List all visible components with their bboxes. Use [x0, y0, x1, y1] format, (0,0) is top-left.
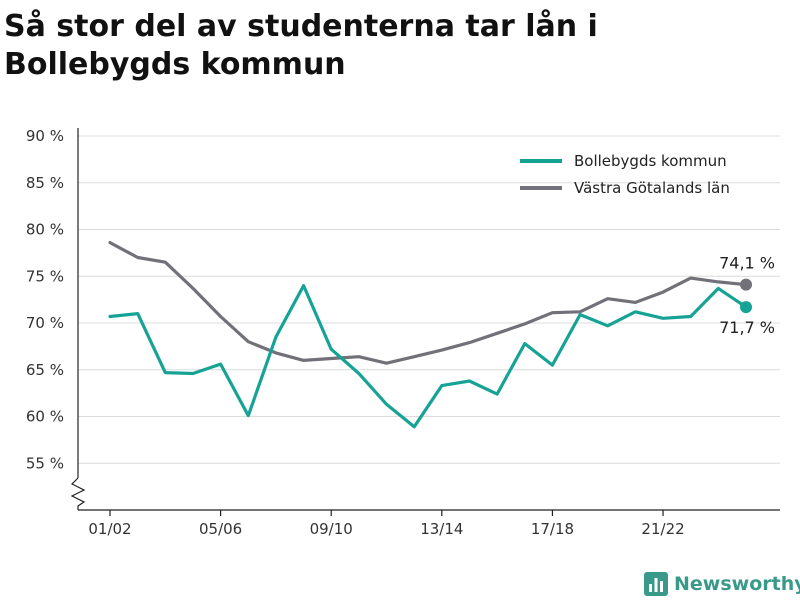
x-tick-label: 05/06	[199, 520, 242, 538]
legend: Bollebygds kommun Västra Götalands län	[520, 152, 730, 197]
brand-name: Newsworthy	[674, 573, 800, 595]
grid-lines	[78, 135, 780, 464]
y-tick-label: 80 %	[26, 221, 64, 239]
y-tick-label: 55 %	[26, 454, 64, 472]
chart-title: Så stor del av studenterna tar lån i Bol…	[4, 9, 598, 82]
x-tick-label: 17/18	[531, 520, 574, 538]
y-tick-label: 75 %	[26, 267, 64, 285]
legend-label-2: Västra Götalands län	[574, 179, 730, 197]
x-tick-label: 13/14	[420, 520, 463, 538]
brand-logo: Newsworthy	[644, 568, 800, 600]
y-tick-label: 90 %	[26, 127, 64, 145]
y-tick-label: 65 %	[26, 361, 64, 379]
series-endpoint-1	[740, 301, 752, 314]
y-axis-ticks: 55 % 60 % 65 % 70 % 75 % 80 % 85 % 90 %	[26, 127, 64, 472]
axis-break-icon	[70, 477, 86, 510]
y-tick-label: 85 %	[26, 174, 64, 192]
series-line-2	[108, 241, 748, 365]
x-tick-label: 21/22	[641, 520, 684, 538]
series-line-1	[108, 284, 748, 429]
x-tick-label: 01/02	[88, 520, 131, 538]
series-lines	[108, 241, 748, 429]
series-end-label-2: 74,1 %	[719, 254, 775, 273]
y-tick-label: 60 %	[26, 408, 64, 426]
series-endpoints: 71,7 % 74,1 %	[719, 254, 775, 337]
y-tick-label: 70 %	[26, 314, 64, 332]
legend-label-1: Bollebygds kommun	[574, 152, 727, 170]
bar-chart-logo-icon	[644, 572, 668, 596]
x-axis-ticks: 01/02 05/06 09/10 13/14 17/18 21/22	[88, 510, 685, 538]
series-endpoint-2	[740, 278, 752, 291]
series-end-label-1: 71,7 %	[719, 318, 775, 337]
x-tick-label: 09/10	[310, 520, 353, 538]
